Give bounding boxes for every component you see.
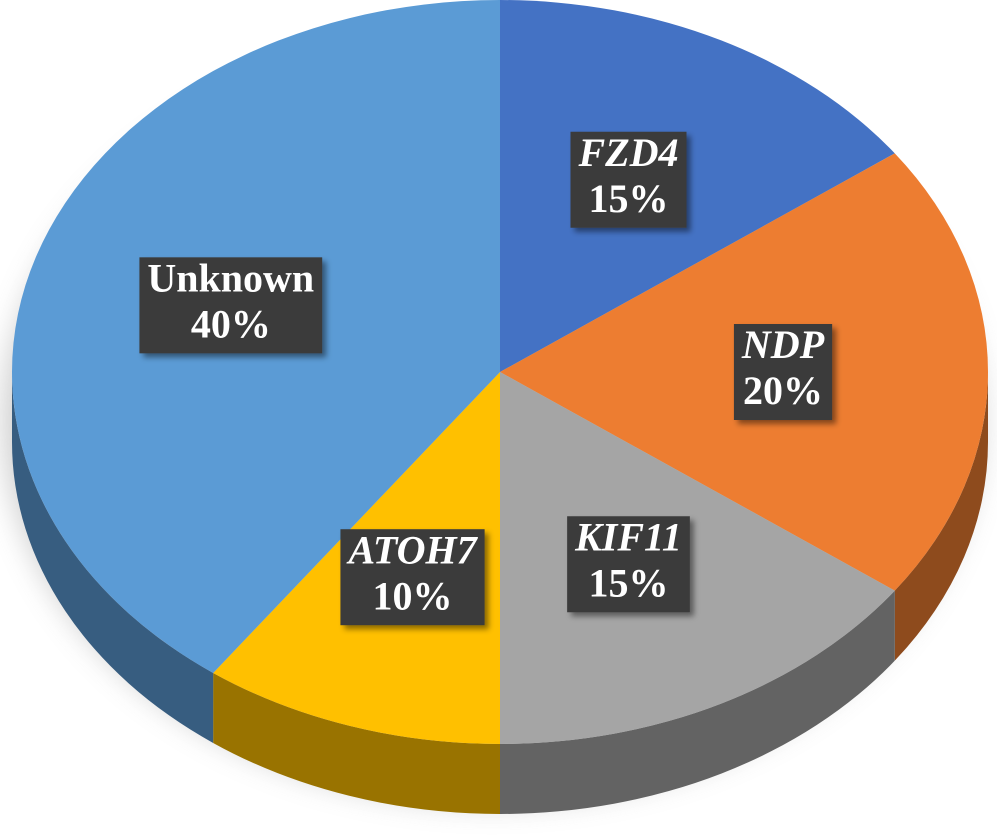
label-category: NDP: [741, 322, 825, 367]
label-value: 10%: [373, 573, 453, 618]
pie-side: [500, 590, 895, 814]
label-box: [570, 131, 687, 228]
label-value: 15%: [588, 560, 668, 605]
pie-side: [213, 672, 500, 814]
pie-slice: [500, 372, 895, 744]
label-box: [733, 324, 833, 420]
label-value: 20%: [743, 368, 823, 413]
pie-tops: [11, 0, 988, 744]
label-box: [340, 529, 485, 626]
pie-side: [894, 372, 988, 661]
label-category: ATOH7: [345, 527, 478, 572]
label-box: [567, 516, 690, 613]
pie-side: [12, 372, 214, 743]
label-value: 40%: [191, 301, 271, 346]
label-category: KIF11: [574, 514, 682, 559]
label-category: Unknown: [147, 255, 314, 300]
pie-sides: [12, 372, 988, 814]
label-box: [139, 257, 323, 354]
label-category: FZD4: [577, 130, 678, 175]
pie-slice: [500, 0, 895, 372]
label-value: 15%: [588, 176, 668, 221]
